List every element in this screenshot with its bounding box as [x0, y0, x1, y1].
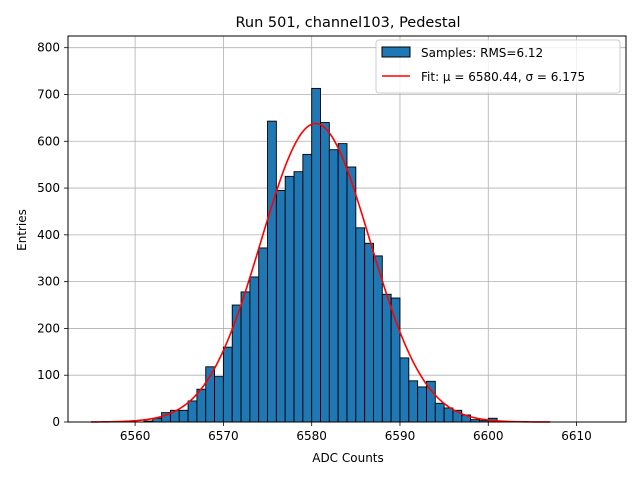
histogram-bar	[364, 242, 374, 423]
histogram-bar	[381, 293, 392, 423]
histogram-bar	[214, 376, 224, 423]
histogram-bar	[231, 304, 242, 423]
histogram-bar	[390, 297, 401, 423]
histogram-bar	[373, 255, 383, 423]
histogram-bar	[258, 247, 268, 423]
histogram-bar	[284, 175, 295, 423]
x-tick-label: 6600	[473, 429, 504, 443]
legend-fit-label: Fit: μ = 6580.44, σ = 6.175	[421, 70, 585, 84]
histogram-bar	[311, 87, 321, 423]
y-tick-label: 100	[37, 368, 60, 382]
fit-curve	[90, 122, 551, 423]
x-tick-label: 6560	[120, 429, 151, 443]
histogram-bar	[328, 149, 339, 423]
histogram-bar	[399, 357, 410, 423]
legend-box	[375, 39, 621, 94]
histogram-bar	[240, 291, 251, 423]
histogram-bar	[302, 153, 313, 423]
legend-histogram-swatch	[381, 46, 411, 58]
y-axis-ticks: 0 100 200 300 400 500 600 700 800	[37, 41, 68, 429]
histogram-bar	[249, 276, 260, 423]
histogram-bar	[196, 388, 207, 423]
y-tick-label: 300	[37, 275, 60, 289]
histogram-bar	[408, 380, 419, 423]
histogram-bar	[267, 120, 277, 423]
histogram-bar	[275, 189, 286, 423]
y-tick-label: 700	[37, 87, 60, 101]
histogram-bar	[346, 166, 357, 423]
histogram-bar	[434, 402, 445, 423]
x-axis-label: ADC Counts	[312, 451, 384, 465]
legend-histogram-label: Samples: RMS=6.12	[421, 46, 543, 60]
legend: Samples: RMS=6.12 Fit: μ = 6580.44, σ = …	[375, 39, 621, 94]
histogram-bar	[187, 400, 198, 423]
chart-title: Run 501, channel103, Pedestal	[235, 15, 460, 31]
y-tick-label: 0	[52, 415, 60, 429]
histogram-bar	[355, 227, 366, 423]
histogram-bar	[293, 171, 304, 423]
histogram-bars	[143, 87, 498, 423]
y-tick-label: 800	[37, 41, 60, 55]
x-tick-label: 6570	[208, 429, 239, 443]
y-tick-label: 600	[37, 134, 60, 148]
y-tick-label: 400	[37, 228, 60, 242]
histogram-bar	[337, 143, 348, 423]
fit-curve-layer	[90, 122, 551, 423]
y-tick-label: 500	[37, 181, 60, 195]
y-tick-label: 200	[37, 321, 60, 335]
histogram-bar	[178, 409, 189, 423]
histogram-bar	[417, 386, 427, 423]
histogram-bar	[443, 407, 454, 423]
x-axis-ticks: 6560 6570 6580 6590 6600 6610	[120, 422, 592, 443]
x-tick-label: 6610	[561, 429, 592, 443]
x-tick-label: 6590	[385, 429, 416, 443]
histogram-bar	[222, 346, 233, 423]
histogram-bar	[320, 122, 330, 423]
x-tick-label: 6580	[296, 429, 327, 443]
axes-frame	[67, 35, 627, 423]
y-axis-label: Entries	[15, 209, 29, 251]
